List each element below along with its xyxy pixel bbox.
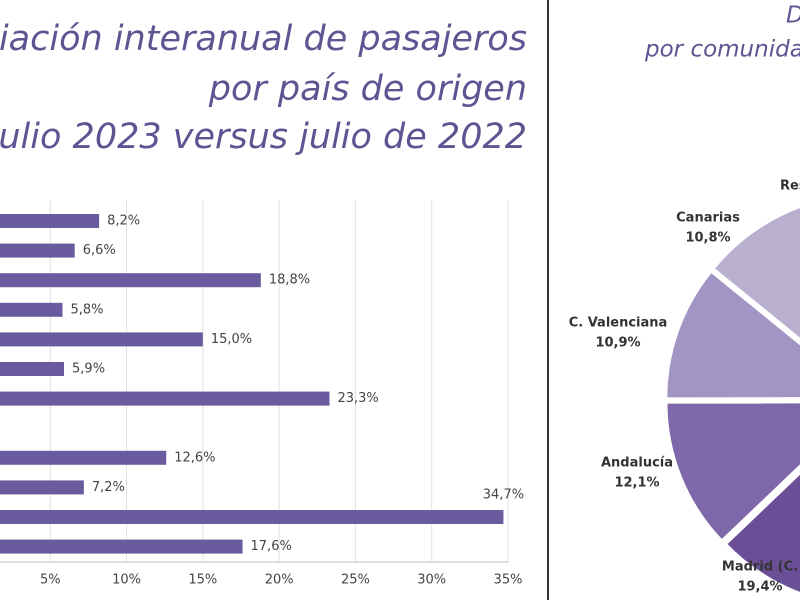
x-tick-label: 10%: [112, 573, 141, 588]
bar: [0, 450, 167, 465]
bar: [0, 539, 243, 554]
pie-slice: [712, 206, 800, 341]
title-line: iación interanual de pasajeros: [0, 19, 527, 59]
value-label: 17,6%: [251, 539, 292, 554]
bar: [0, 273, 261, 288]
pie-title-line: por comunida: [644, 37, 800, 63]
x-tick-label: 35%: [494, 573, 523, 588]
x-tick-label: 20%: [265, 573, 294, 588]
value-label: 8,2%: [107, 214, 140, 229]
value-label: 23,3%: [337, 391, 378, 406]
pie-slice: [665, 270, 800, 400]
slice-value: 10,8%: [685, 231, 730, 246]
bar: [0, 391, 330, 406]
pie-title-line: D: [786, 3, 800, 29]
value-label: 12,6%: [174, 450, 215, 465]
bar: [0, 243, 75, 258]
x-tick-label: 5%: [40, 573, 61, 588]
slice-label: Andalucía: [601, 456, 673, 471]
slice-value: 10,9%: [595, 336, 640, 351]
slice-value: 12,1%: [614, 476, 659, 491]
pie-annotation: Res: [780, 179, 800, 194]
value-label: 5,8%: [70, 302, 103, 317]
bar: [0, 510, 504, 524]
value-label: 18,8%: [269, 273, 310, 288]
pie-slice: [724, 472, 800, 594]
bar: [0, 302, 63, 317]
slice-label: Madrid (C.: [722, 560, 798, 575]
title-line: por país de origen: [208, 69, 527, 109]
x-tick-label: 25%: [341, 573, 370, 588]
bar: [0, 332, 203, 347]
bar: [0, 480, 84, 495]
value-label: 15,0%: [211, 332, 252, 347]
x-tick-label: 30%: [417, 573, 446, 588]
x-tick-label: 15%: [188, 573, 217, 588]
slice-value: 19,4%: [737, 580, 782, 595]
value-label: 34,7%: [483, 488, 524, 503]
pie-slice: [665, 401, 800, 542]
bar: [0, 362, 65, 376]
title-line: ulio 2023 versus julio de 2022: [0, 117, 527, 157]
slice-label: C. Valenciana: [569, 316, 668, 331]
value-label: 7,2%: [92, 480, 125, 495]
value-label: 5,9%: [72, 362, 105, 377]
slice-label: Canarias: [676, 211, 740, 226]
value-label: 6,6%: [83, 243, 116, 258]
bar: [0, 214, 100, 228]
